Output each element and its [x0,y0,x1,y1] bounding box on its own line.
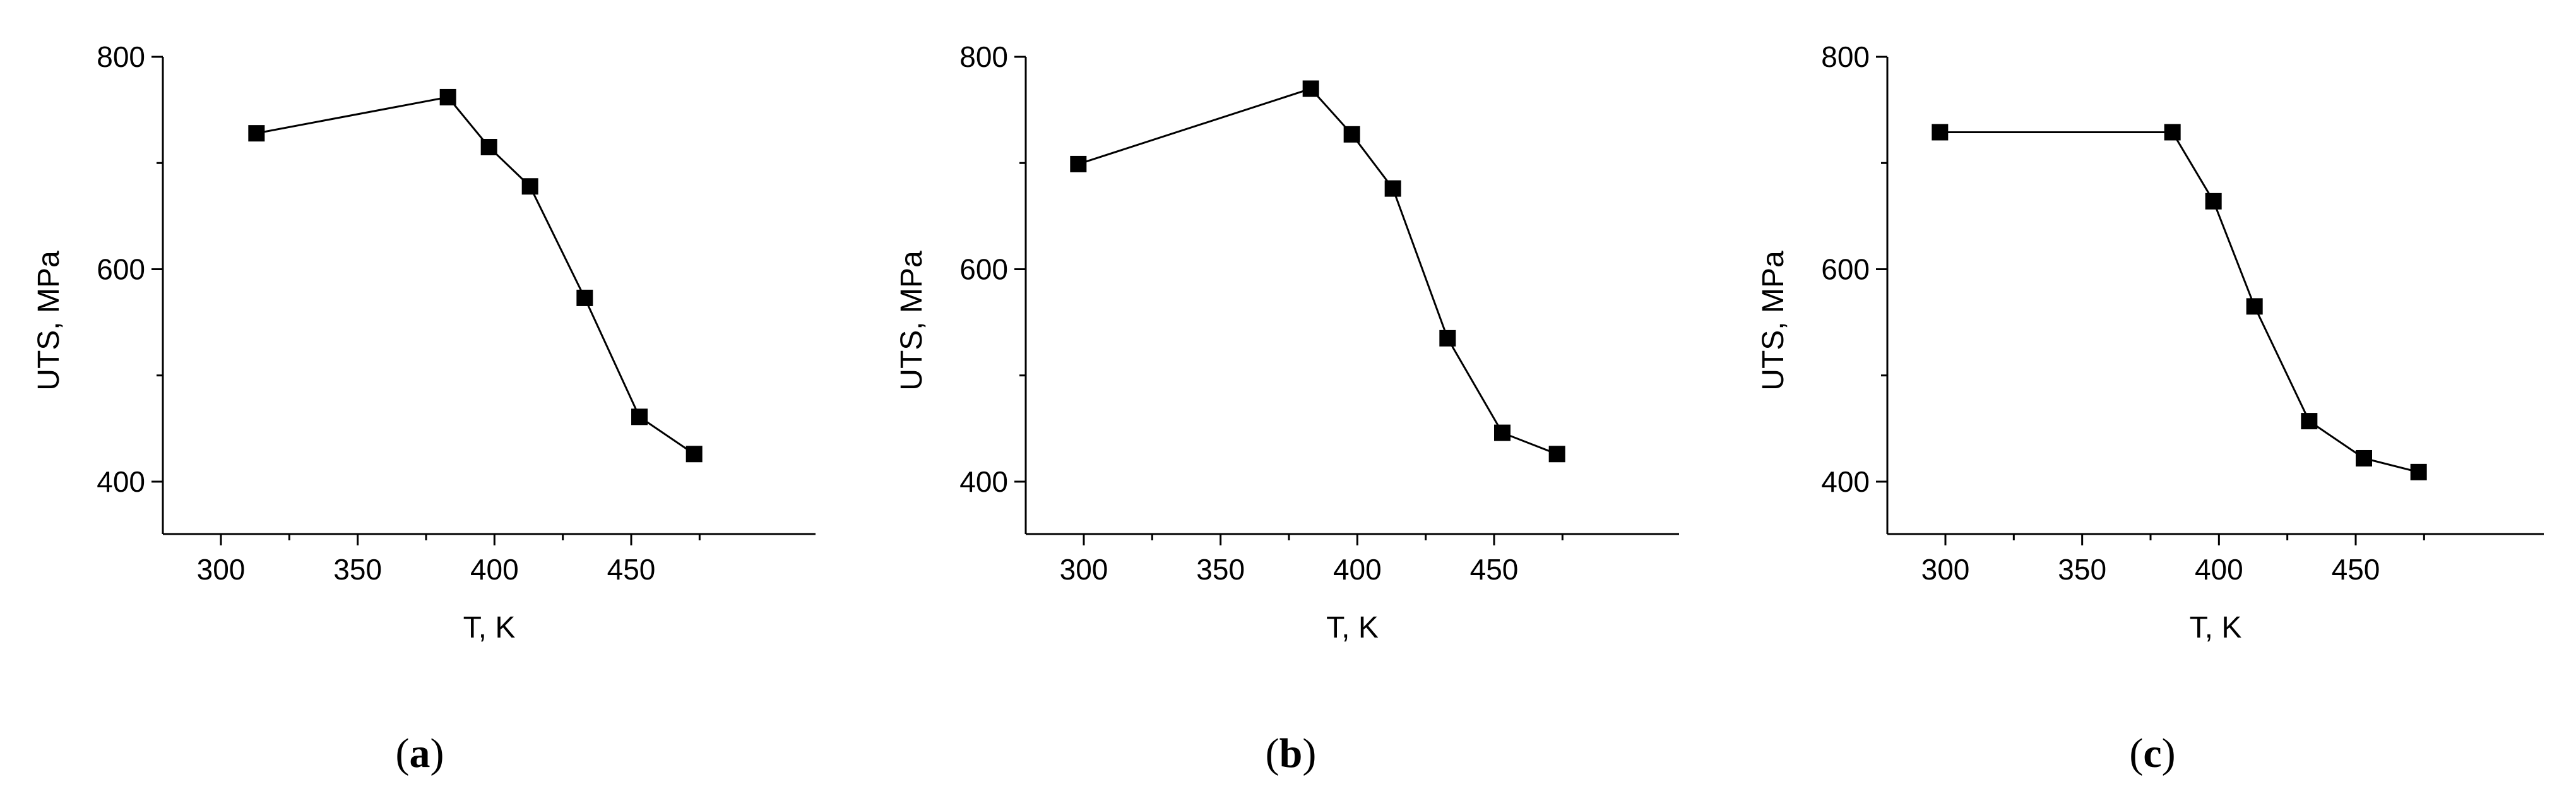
caption-close-paren: ) [430,730,444,776]
data-point [2205,193,2222,210]
x-tick-label: 450 [607,553,656,586]
x-tick-label: 350 [1196,553,1245,586]
x-tick-label: 300 [197,553,246,586]
data-point [521,178,538,195]
x-axis-title: T, K [2190,611,2242,645]
series-line [1077,87,1558,455]
caption-open-paren: ( [396,730,410,776]
data-point [2410,463,2427,480]
y-tick-label: 400 [97,465,145,498]
y-tick-label: 800 [959,40,1008,73]
data-point [2246,298,2263,315]
y-tick-label: 600 [959,253,1008,286]
chart-panel-b: 400 600 800 300 350 400 450 T, K UTS, MPa (b) [895,40,1679,776]
data-point [631,408,648,425]
panel-caption: (a) [396,730,444,776]
data-point [248,125,265,142]
caption-open-paren: ( [2129,730,2143,776]
caption-close-paren: ) [2162,730,2176,776]
data-point [1302,80,1319,97]
y-tick-label: 400 [1821,465,1870,498]
chart-panel-a: 400 600 800 300 350 400 450 T, K UTS, MPa (a) [32,40,816,776]
data-point [576,289,593,306]
x-tick-label: 450 [1470,553,1519,586]
caption-letter: a [410,730,430,776]
x-tick-label: 450 [2332,553,2380,586]
x-tick-label: 400 [2195,553,2243,586]
caption-open-paren: ( [1266,730,1279,776]
data-point [1548,446,1565,463]
x-tick-label: 350 [333,553,382,586]
data-point [2356,449,2372,466]
x-tick-label: 300 [1921,553,1970,586]
x-tick-label: 400 [1333,553,1382,586]
y-tick-label: 800 [97,40,145,73]
data-point [1384,180,1401,197]
y-axis-title: UTS, MPa [895,251,929,391]
data-point [1343,126,1360,143]
y-tick-label: 600 [1821,253,1870,286]
panel-caption: (b) [1266,730,1317,776]
data-point [439,88,456,105]
data-point [1070,155,1087,172]
data-point [686,446,703,463]
data-point [1439,330,1456,347]
data-point [1932,124,1949,141]
caption-letter: c [2143,730,2161,776]
chart-panel-c: 400 600 800 300 350 400 450 T, K UTS, MPa (c) [1757,40,2544,776]
series-line [1940,131,2419,473]
caption-close-paren: ) [1302,730,1316,776]
series-line [256,96,695,455]
x-tick-label: 350 [2058,553,2106,586]
x-axis-title: T, K [463,611,516,645]
x-tick-label: 400 [470,553,519,586]
data-point [480,139,497,156]
y-axis-title: UTS, MPa [1757,251,1790,391]
y-tick-label: 800 [1821,40,1870,73]
x-axis-title: T, K [1326,611,1379,645]
panel-caption: (c) [2129,730,2175,776]
data-point [2164,124,2181,141]
y-axis-title: UTS, MPa [32,251,66,391]
x-tick-label: 300 [1060,553,1108,586]
y-tick-label: 400 [959,465,1008,498]
data-point [1494,424,1511,441]
data-point [2301,413,2318,430]
caption-letter: b [1279,730,1303,776]
y-tick-label: 600 [97,253,145,286]
